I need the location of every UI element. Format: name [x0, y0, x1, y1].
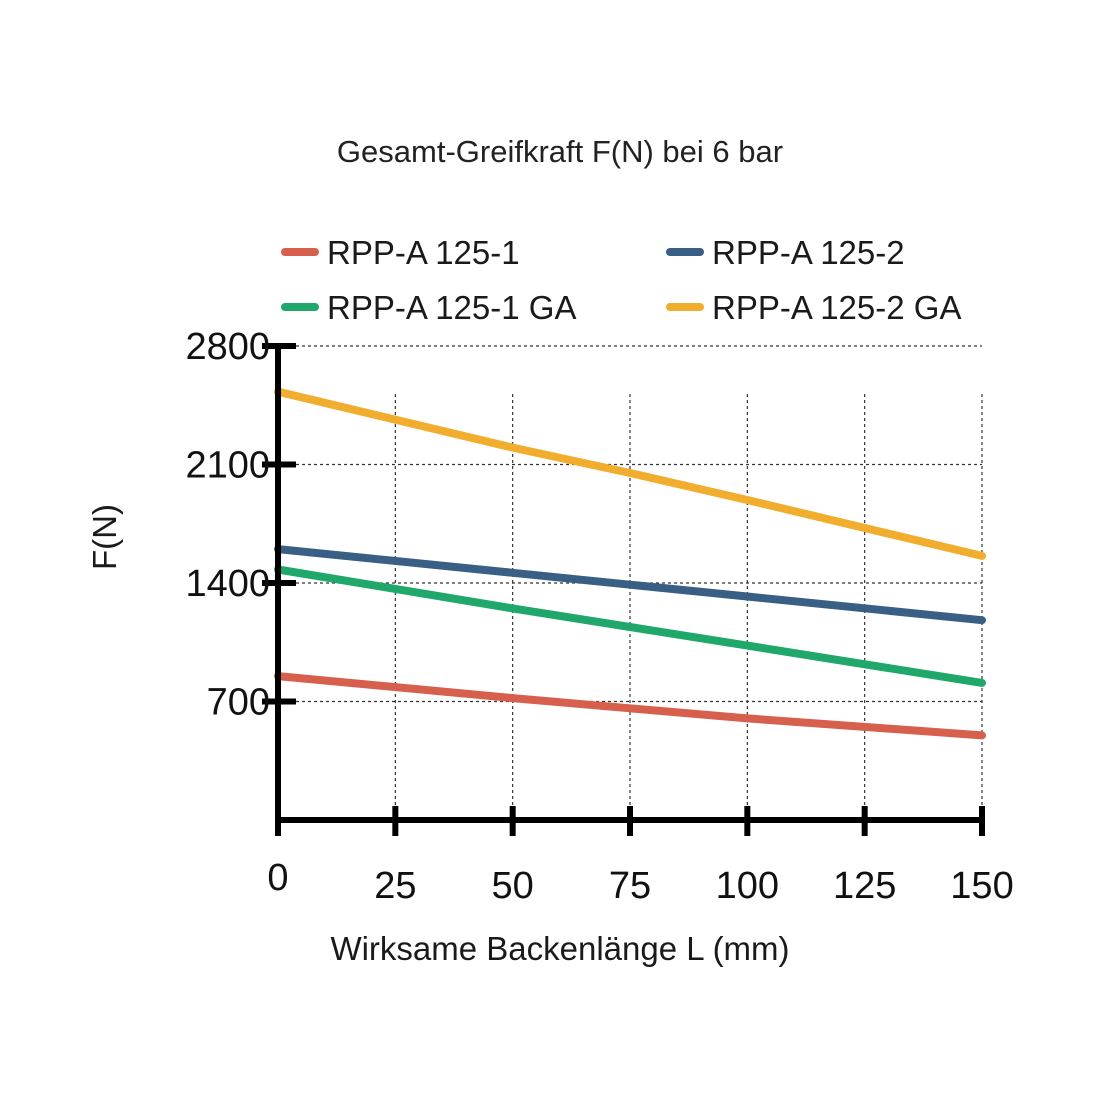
x-tick-label: 150 [950, 865, 1013, 907]
legend-label: RPP-A 125-1 GA [327, 289, 576, 326]
legend-label: RPP-A 125-1 [327, 234, 520, 271]
series-lines [274, 387, 986, 740]
legend-item: RPP-A 125-1 GA [281, 289, 576, 326]
y-tick-label: 2800 [185, 326, 270, 368]
y-tick-label: 700 [207, 682, 270, 724]
x-tick-label: 75 [609, 865, 651, 907]
axes: 700 1400 2100 2800 0 25 50 75 100 125 150 [185, 326, 1013, 907]
legend: RPP-A 125-1 RPP-A 125-2 RPP-A 125-1 GA RPP-… [281, 234, 961, 326]
legend-item: RPP-A 125-2 GA [666, 289, 961, 326]
y-tick-label: 1400 [185, 563, 270, 605]
legend-item: RPP-A 125-1 [281, 234, 520, 271]
legend-label: RPP-A 125-2 GA [712, 289, 961, 326]
x-tick-label: 0 [267, 857, 288, 899]
series-line [274, 387, 986, 560]
series-line [274, 565, 986, 687]
y-axis-label: F(N) [86, 504, 123, 570]
x-axis-label: Wirksame Backenlänge L (mm) [330, 930, 789, 967]
legend-label: RPP-A 125-2 [712, 234, 905, 271]
chart-title: Gesamt-Greifkraft F(N) bei 6 bar [337, 134, 783, 169]
x-tick-label: 25 [374, 865, 416, 907]
y-tick-label: 2100 [185, 445, 270, 487]
series-line [274, 545, 986, 625]
x-tick-label: 125 [833, 865, 896, 907]
legend-item: RPP-A 125-2 [666, 234, 905, 271]
x-tick-label: 50 [492, 865, 534, 907]
series-line [274, 672, 986, 740]
x-tick-label: 100 [716, 865, 779, 907]
